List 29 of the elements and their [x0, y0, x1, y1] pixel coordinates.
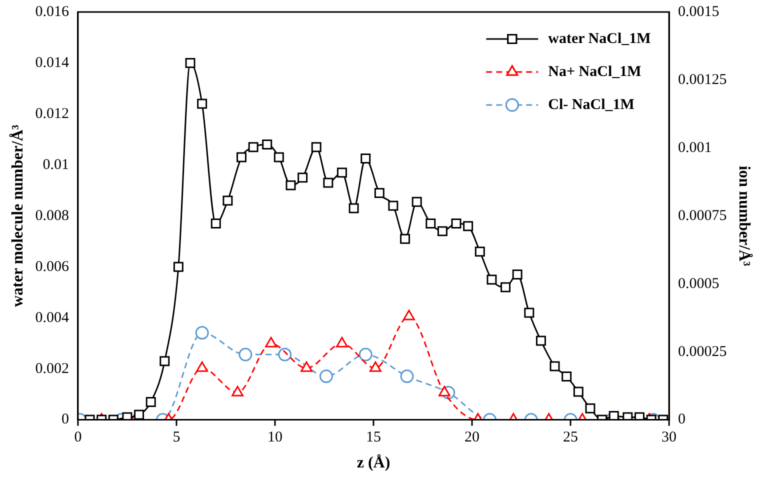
x-axis-title: z (Å) [356, 454, 390, 472]
y2-tick-label: 0 [678, 412, 686, 428]
x-tick-label: 10 [267, 430, 282, 446]
y-tick-label: 0.002 [35, 360, 69, 377]
y2-tick-label: 0.00125 [678, 72, 727, 88]
y2-tick-label: 0.0015 [678, 4, 720, 20]
x-tick-label: 25 [563, 430, 578, 446]
y-tick-label: 0.014 [35, 54, 70, 71]
x-tick-label: 0 [74, 430, 82, 446]
legend-label: Cl- NaCl_1M [548, 96, 634, 113]
y2-tick-label: 0.001 [678, 140, 712, 156]
y2-tick-label: 0.00025 [678, 344, 727, 360]
y2-tick-label: 0.00075 [678, 208, 727, 224]
y-tick-label: 0.006 [35, 258, 70, 275]
x-tick-label: 20 [464, 430, 480, 446]
y-axis-title: water molecule number/Å³ [8, 124, 27, 308]
y2-axis-title: ion number/Å³ [735, 166, 754, 266]
y-tick-label: 0.008 [35, 208, 69, 224]
x-tick-label: 30 [662, 430, 677, 446]
legend-label: water NaCl_1M [548, 30, 651, 47]
y-tick-label: 0.012 [35, 106, 69, 122]
y-tick-label: 0 [61, 412, 69, 428]
x-tick-label: 15 [366, 430, 381, 446]
y-tick-label: 0.01 [42, 156, 69, 173]
y-tick-label: 0.004 [35, 310, 70, 326]
x-tick-label: 5 [172, 430, 180, 446]
legend-label: Na+ NaCl_1M [548, 64, 642, 80]
y-tick-label: 0.016 [35, 4, 70, 20]
y2-tick-label: 0.0005 [678, 276, 720, 292]
